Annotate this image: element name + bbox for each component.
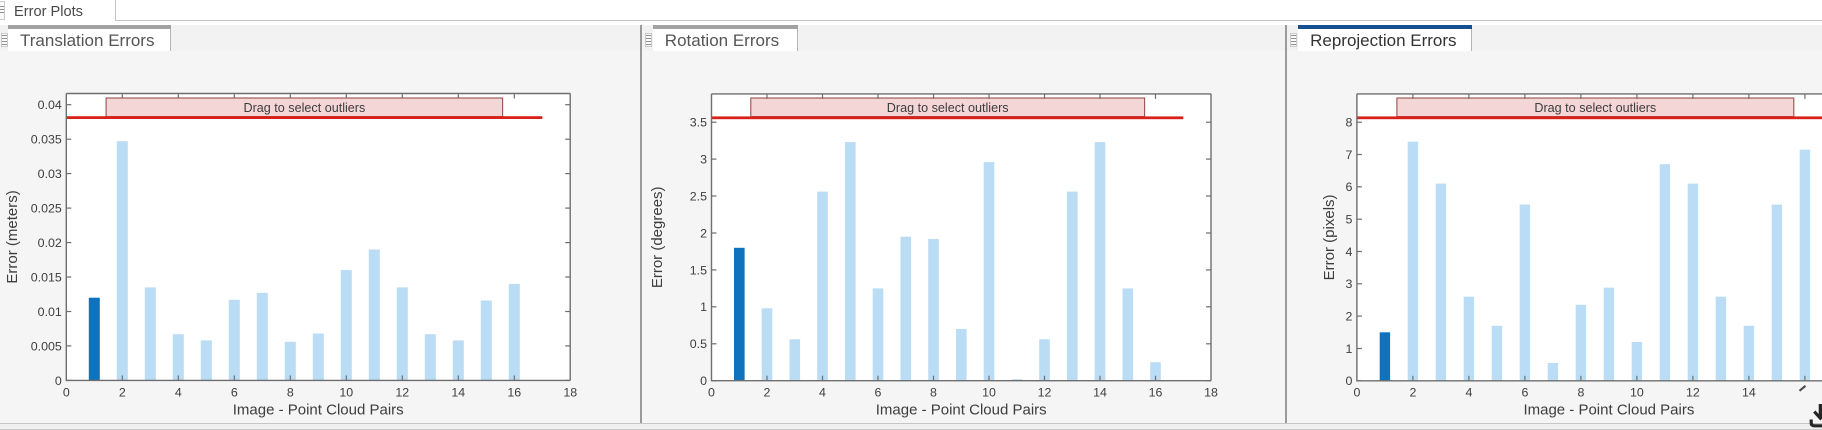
svg-text:10: 10 xyxy=(1630,386,1644,400)
svg-text:6: 6 xyxy=(1521,386,1528,400)
svg-text:0.015: 0.015 xyxy=(31,270,62,284)
svg-text:Error (degrees): Error (degrees) xyxy=(649,186,666,288)
svg-text:3: 3 xyxy=(700,153,707,167)
svg-text:0.005: 0.005 xyxy=(31,339,62,353)
svg-text:Error (meters): Error (meters) xyxy=(4,190,21,283)
svg-text:6: 6 xyxy=(1345,180,1352,194)
svg-text:3.5: 3.5 xyxy=(690,116,707,130)
svg-text:0: 0 xyxy=(1353,386,1360,400)
svg-text:14: 14 xyxy=(1093,386,1107,400)
svg-text:0: 0 xyxy=(63,386,70,400)
svg-text:0: 0 xyxy=(708,386,715,400)
svg-text:16: 16 xyxy=(1149,386,1163,400)
svg-text:1: 1 xyxy=(1345,342,1352,356)
svg-text:1.5: 1.5 xyxy=(690,263,707,277)
svg-text:Error (pixels): Error (pixels) xyxy=(1321,194,1338,280)
svg-text:Drag to select outliers: Drag to select outliers xyxy=(1534,101,1656,115)
svg-text:2: 2 xyxy=(1345,310,1352,324)
svg-text:Image - Point Cloud Pairs: Image - Point Cloud Pairs xyxy=(233,402,404,419)
svg-text:1: 1 xyxy=(700,300,707,314)
svg-text:0.025: 0.025 xyxy=(31,202,62,216)
svg-text:2: 2 xyxy=(119,386,126,400)
svg-text:10: 10 xyxy=(339,386,353,400)
svg-text:8: 8 xyxy=(930,386,937,400)
svg-text:5: 5 xyxy=(1345,213,1352,227)
svg-text:Drag to select outliers: Drag to select outliers xyxy=(244,101,366,115)
svg-text:0.5: 0.5 xyxy=(690,337,707,351)
svg-text:Image - Point Cloud Pairs: Image - Point Cloud Pairs xyxy=(876,402,1047,419)
svg-text:8: 8 xyxy=(1345,116,1352,130)
svg-text:0: 0 xyxy=(55,374,62,388)
svg-text:6: 6 xyxy=(231,386,238,400)
svg-text:6: 6 xyxy=(875,386,882,400)
svg-text:18: 18 xyxy=(563,386,577,400)
svg-text:14: 14 xyxy=(451,386,465,400)
svg-text:Drag to select outliers: Drag to select outliers xyxy=(887,101,1009,115)
svg-text:12: 12 xyxy=(395,386,409,400)
svg-text:4: 4 xyxy=(819,386,826,400)
svg-text:0.03: 0.03 xyxy=(38,167,62,181)
svg-text:7: 7 xyxy=(1345,148,1352,162)
svg-text:12: 12 xyxy=(1038,386,1052,400)
svg-text:4: 4 xyxy=(175,386,182,400)
svg-text:4: 4 xyxy=(1465,386,1472,400)
svg-text:0.035: 0.035 xyxy=(31,133,62,147)
svg-text:16: 16 xyxy=(507,386,521,400)
svg-text:2: 2 xyxy=(1409,386,1416,400)
svg-text:Image - Point Cloud Pairs: Image - Point Cloud Pairs xyxy=(1523,402,1694,419)
svg-text:0: 0 xyxy=(1345,374,1352,388)
svg-text:2.5: 2.5 xyxy=(690,189,707,203)
svg-text:2: 2 xyxy=(700,226,707,240)
svg-text:8: 8 xyxy=(1577,386,1584,400)
svg-text:10: 10 xyxy=(982,386,996,400)
svg-text:0: 0 xyxy=(700,374,707,388)
svg-text:3: 3 xyxy=(1345,277,1352,291)
svg-text:0.01: 0.01 xyxy=(38,305,62,319)
svg-text:12: 12 xyxy=(1686,386,1700,400)
svg-text:8: 8 xyxy=(287,386,294,400)
svg-text:0.04: 0.04 xyxy=(38,98,62,112)
svg-text:0.02: 0.02 xyxy=(38,236,62,250)
svg-text:4: 4 xyxy=(1345,245,1352,259)
svg-text:14: 14 xyxy=(1742,386,1756,400)
svg-text:18: 18 xyxy=(1204,386,1218,400)
svg-text:2: 2 xyxy=(764,386,771,400)
